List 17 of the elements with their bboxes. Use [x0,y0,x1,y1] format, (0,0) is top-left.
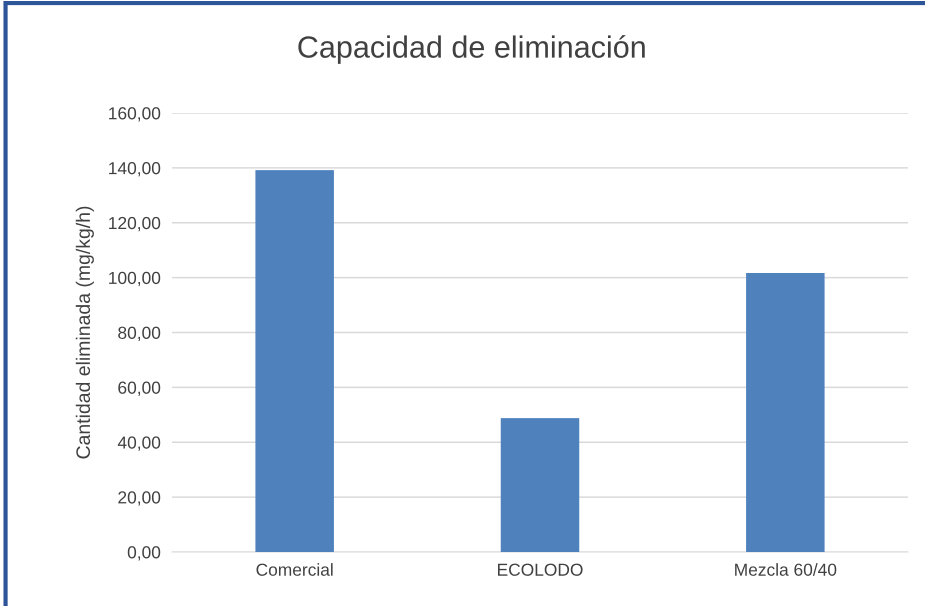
y-tick-label: 140,00 [109,162,160,176]
y-tick-label: 120,00 [109,216,160,232]
bar [500,418,580,552]
y-tick-label: 60,00 [118,382,160,396]
x-tick-label: Mezcla 60/40 [735,563,836,576]
y-tick-label: 160,00 [109,107,160,122]
x-tick-label: ECOLODO [498,564,583,576]
bar [255,170,334,552]
y-tick-label: 40,00 [118,436,160,451]
y-tick-label: 20,00 [118,491,160,506]
y-tick-label: 0,00 [128,546,160,561]
x-tick-label: Comercial [256,563,333,576]
bar [746,272,825,552]
chart-title: Capacidad de eliminación [298,35,645,64]
y-tick-label: 100,00 [109,272,160,286]
y-tick-label: 80,00 [118,326,160,342]
y-axis-title: Cantidad eliminada (mg/kg/h) [76,206,94,458]
